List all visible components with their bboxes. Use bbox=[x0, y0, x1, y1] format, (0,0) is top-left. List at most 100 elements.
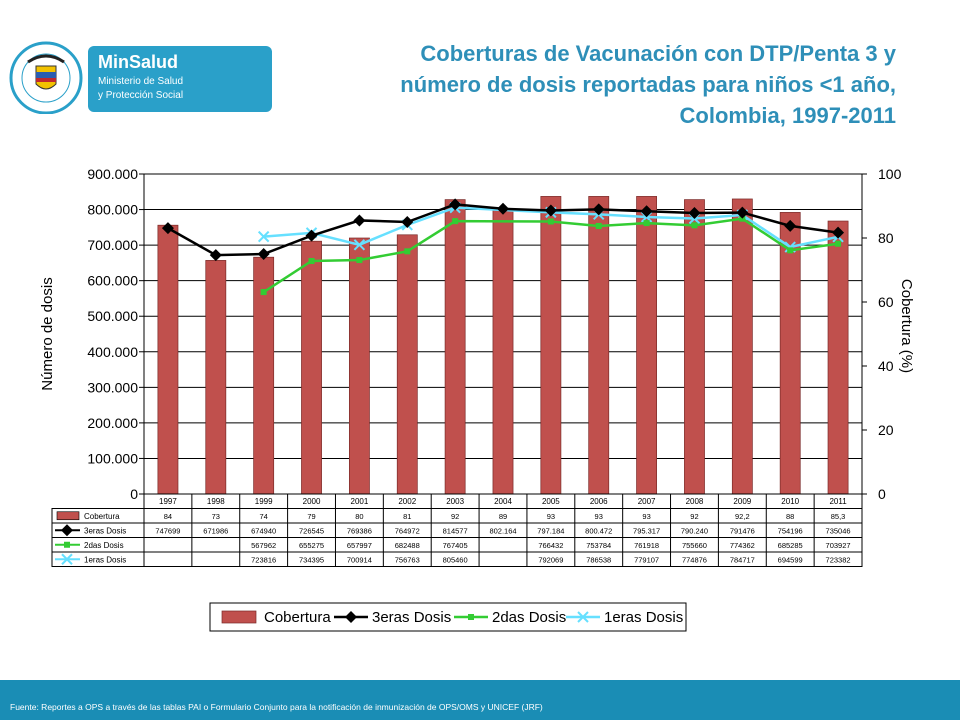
bar bbox=[588, 196, 610, 495]
point bbox=[353, 239, 366, 251]
minsalud-logo: MinSalud Ministerio de Salud y Protecció… bbox=[6, 40, 272, 114]
x-tick-label: 1998 bbox=[207, 497, 225, 506]
point bbox=[835, 240, 842, 247]
point bbox=[257, 230, 270, 243]
y2-tick-label: 40 bbox=[878, 358, 894, 374]
table-cell: 703927 bbox=[826, 541, 851, 550]
x-tick-label: 2006 bbox=[590, 497, 608, 506]
chart: 0 100.000 200.000 300.000 400.000 500.000 600.… bbox=[39, 166, 915, 632]
table-cell: 726545 bbox=[299, 526, 324, 535]
logo-ministry-line2: y Protección Social bbox=[98, 90, 184, 101]
y-tick-label: 600.000 bbox=[87, 273, 138, 289]
colombia-seal-icon bbox=[9, 41, 83, 114]
title-line-2: número de dosis reportadas para niños <1… bbox=[400, 72, 896, 97]
table-cell: 791476 bbox=[730, 526, 755, 535]
x-tick-label: 2002 bbox=[398, 497, 416, 506]
series-3eras Dosis bbox=[161, 198, 845, 262]
table-cell: 797.184 bbox=[537, 526, 564, 535]
table-cell: 779107 bbox=[634, 555, 659, 564]
legend-label: 3eras Dosis bbox=[372, 609, 451, 626]
table-cell: 805460 bbox=[443, 555, 468, 564]
bar bbox=[636, 196, 658, 495]
y-tick-label: 0 bbox=[130, 486, 138, 502]
table-cell: 84 bbox=[164, 512, 172, 521]
table-cell: 769386 bbox=[347, 526, 372, 535]
y-tick-label: 200.000 bbox=[87, 415, 138, 431]
legend-box bbox=[209, 602, 687, 632]
table-cell: 685285 bbox=[778, 541, 803, 550]
chart-axes: 0 100.000 200.000 300.000 400.000 500.000 600.… bbox=[39, 166, 915, 502]
logo-brand: MinSalud bbox=[98, 52, 178, 72]
title-line-1: Coberturas de Vacunación con DTP/Penta 3… bbox=[420, 41, 896, 66]
point bbox=[787, 247, 794, 254]
y2-tick-label: 80 bbox=[878, 230, 894, 246]
point bbox=[305, 229, 318, 242]
bar bbox=[301, 240, 322, 495]
table-cell: 567962 bbox=[251, 541, 276, 550]
table-cell: 767405 bbox=[443, 541, 468, 550]
y-tick-label: 100.000 bbox=[87, 450, 138, 466]
table-cell: 800.472 bbox=[585, 526, 612, 535]
table-cell: 756763 bbox=[395, 555, 420, 564]
line-series bbox=[161, 198, 845, 296]
x-tick-label: 2009 bbox=[733, 497, 751, 506]
table-cell: 89 bbox=[499, 512, 507, 521]
legend-label: 1eras Dosis bbox=[604, 609, 683, 626]
x-tick-label: 2007 bbox=[638, 497, 656, 506]
x-tick-label: 2003 bbox=[446, 497, 464, 506]
point bbox=[736, 206, 749, 219]
table-cell: 92,2 bbox=[735, 512, 750, 521]
table-cell: 755660 bbox=[682, 541, 707, 550]
table-cell: 723382 bbox=[826, 555, 851, 564]
legend-swatch bbox=[56, 511, 80, 521]
bar bbox=[348, 237, 370, 495]
bar bbox=[779, 212, 801, 495]
table-row-label: 3eras Dosis bbox=[84, 526, 126, 535]
point-stroke bbox=[784, 241, 796, 253]
table-row-label: Cobertura bbox=[84, 512, 120, 521]
table-cell: 92 bbox=[451, 512, 459, 521]
bar bbox=[684, 199, 705, 495]
table-cell: 74 bbox=[259, 512, 267, 521]
point bbox=[643, 220, 650, 227]
bar bbox=[492, 208, 514, 495]
table-cell: 774362 bbox=[730, 541, 755, 550]
point bbox=[688, 207, 701, 220]
table-cell: 792069 bbox=[538, 555, 563, 564]
point bbox=[257, 248, 270, 261]
point bbox=[595, 222, 602, 229]
table-cell: 735046 bbox=[826, 526, 851, 535]
y-tick-label: 400.000 bbox=[87, 344, 138, 360]
y-axis-title: Número de dosis bbox=[39, 277, 56, 390]
series-line bbox=[263, 206, 839, 249]
x-tick-label: 2000 bbox=[303, 497, 321, 506]
point bbox=[345, 611, 357, 623]
point bbox=[592, 203, 605, 216]
table-cell: 93 bbox=[547, 512, 555, 521]
footer-source: Fuente: Reportes a OPS a través de las t… bbox=[10, 702, 543, 712]
table-cell: 80 bbox=[355, 512, 363, 521]
x-tick-label: 2010 bbox=[781, 497, 799, 506]
title-line-3: Colombia, 1997-2011 bbox=[679, 103, 896, 128]
y-tick-label: 800.000 bbox=[87, 202, 138, 218]
table-cell: 674940 bbox=[251, 526, 276, 535]
legend-swatch bbox=[221, 610, 257, 624]
bar bbox=[827, 220, 849, 495]
bar bbox=[157, 224, 179, 495]
legend-item: 1eras Dosis bbox=[566, 609, 683, 626]
table-cell: 723816 bbox=[251, 555, 276, 564]
x-tick-label: 2008 bbox=[686, 497, 704, 506]
footer-bar: Fuente: Reportes a OPS a través de las t… bbox=[0, 680, 960, 720]
x-tick-label: 1997 bbox=[159, 497, 177, 506]
point-stroke bbox=[257, 230, 270, 243]
table-cell: 747699 bbox=[155, 526, 180, 535]
legend-label: 2das Dosis bbox=[492, 609, 566, 626]
point-stroke bbox=[577, 611, 589, 623]
table-cell: 88 bbox=[786, 512, 794, 521]
point bbox=[356, 257, 363, 264]
table-cell: 766432 bbox=[538, 541, 563, 550]
table-cell: 682488 bbox=[395, 541, 420, 550]
bar bbox=[731, 198, 753, 495]
series-line bbox=[262, 217, 839, 294]
y2-tick-label: 100 bbox=[878, 166, 902, 182]
